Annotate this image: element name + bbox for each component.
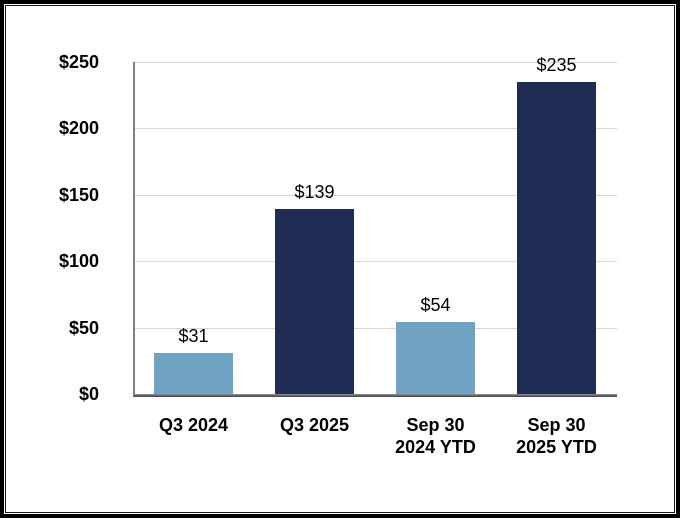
gridline	[133, 128, 617, 129]
gridline	[133, 328, 617, 329]
y-tick-label: $150	[58, 185, 99, 205]
x-axis-line	[133, 394, 617, 397]
y-tick-label: $100	[58, 251, 99, 271]
bar	[396, 322, 475, 394]
x-category-label: Q3 2025	[279, 415, 350, 435]
bar	[275, 209, 354, 394]
bar-value-label: $54	[420, 295, 451, 315]
y-tick-label: $50	[68, 318, 99, 338]
y-axis-line	[133, 62, 135, 394]
x-category-label: Q3 2024	[158, 415, 229, 435]
bar-value-label: $31	[178, 326, 209, 346]
gridline	[133, 261, 617, 262]
bar-value-label: $235	[536, 55, 577, 75]
y-tick-label: $0	[78, 384, 99, 404]
bar-value-label: $139	[294, 182, 335, 202]
x-category-label: Sep 30 2024 YTD	[395, 415, 476, 457]
bar	[154, 353, 233, 394]
gridline	[133, 195, 617, 196]
y-tick-label: $250	[58, 52, 99, 72]
chart-canvas: $0 $50 $100 $150 $200 $250 $31 Q3 2024 $139 Q3 20…	[5, 5, 675, 513]
x-category-label: Sep 30 2025 YTD	[516, 415, 597, 457]
gridline	[133, 62, 617, 63]
y-tick-label: $200	[58, 118, 99, 138]
bar	[517, 82, 596, 394]
